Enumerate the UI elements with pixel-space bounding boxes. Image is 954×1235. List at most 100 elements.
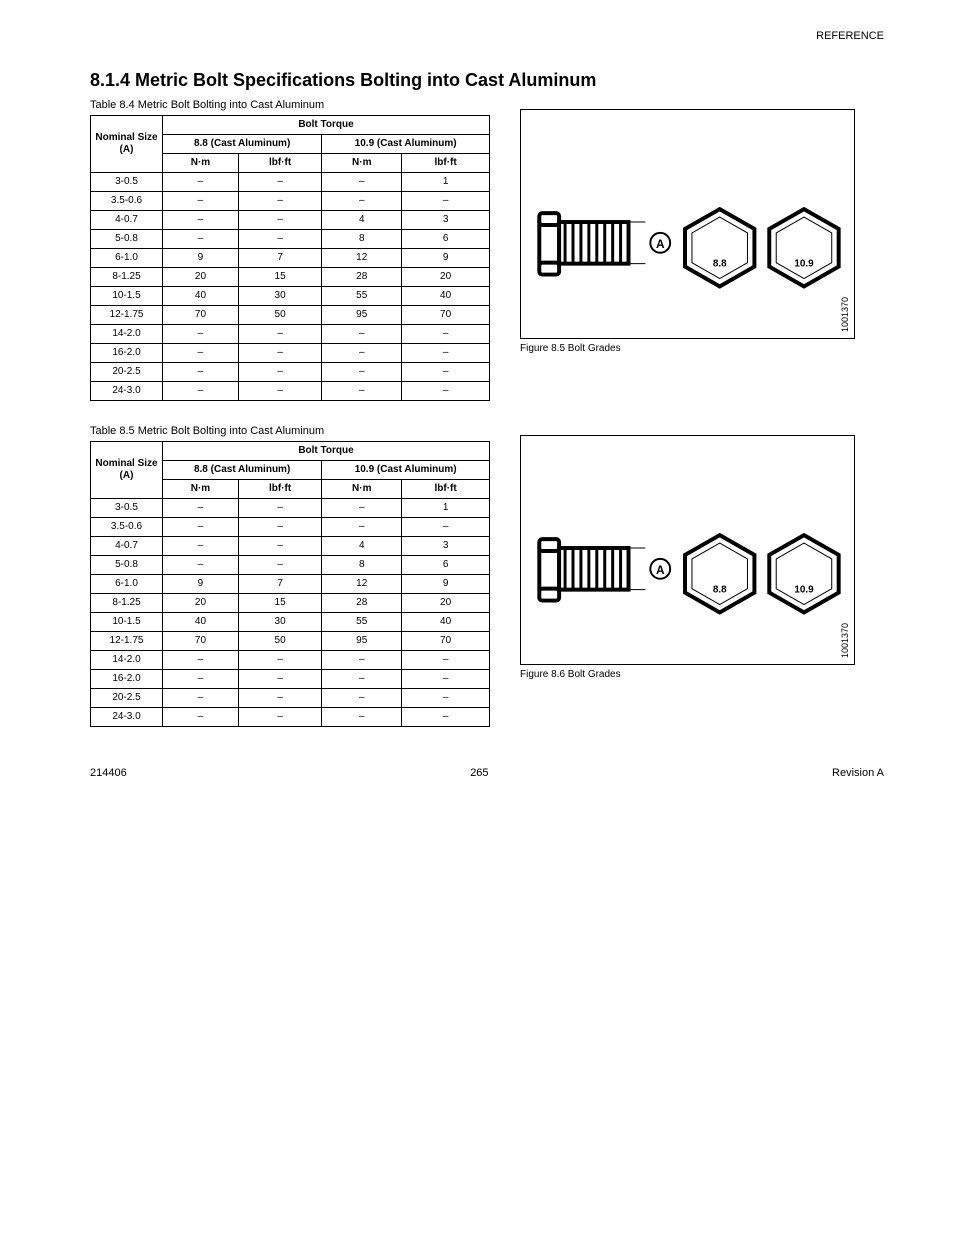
table-row: 24-3.0–––– <box>91 382 490 401</box>
table-row: 16-2.0–––– <box>91 670 490 689</box>
table-cell: – <box>238 192 321 211</box>
table-cell: 9 <box>402 249 490 268</box>
t2-h-lbf2: lbf·ft <box>402 480 490 499</box>
t2-h-nm1: N·m <box>163 480 239 499</box>
figure-label-109: 10.9 <box>794 585 814 596</box>
table-row: 24-3.0–––– <box>91 708 490 727</box>
table-cell: 14-2.0 <box>91 651 163 670</box>
table-cell: 3-0.5 <box>91 499 163 518</box>
t2-h-nominal: Nominal Size (A) <box>91 442 163 499</box>
table-cell: – <box>163 211 239 230</box>
table-cell: 20-2.5 <box>91 363 163 382</box>
table-cell: 40 <box>402 287 490 306</box>
table-cell: – <box>163 689 239 708</box>
table-cell: – <box>238 518 321 537</box>
t2-h-lbf1: lbf·ft <box>238 480 321 499</box>
table-row: 4-0.7––43 <box>91 211 490 230</box>
table-cell: 5-0.8 <box>91 230 163 249</box>
table-cell: – <box>163 556 239 575</box>
table-row: 14-2.0–––– <box>91 651 490 670</box>
t1-h-lbf1: lbf·ft <box>238 154 321 173</box>
table-cell: – <box>163 670 239 689</box>
table-cell: 9 <box>402 575 490 594</box>
t1-h-lbf2: lbf·ft <box>402 154 490 173</box>
table-cell: – <box>163 344 239 363</box>
table-cell: – <box>322 382 402 401</box>
table-cell: – <box>322 173 402 192</box>
table-row: 3.5-0.6–––– <box>91 518 490 537</box>
table-cell: – <box>163 192 239 211</box>
table-cell: 24-3.0 <box>91 708 163 727</box>
table-cell: 95 <box>322 632 402 651</box>
table-cell: – <box>163 230 239 249</box>
table-cell: 4 <box>322 211 402 230</box>
table-cell: – <box>402 670 490 689</box>
t1-h-group: Bolt Torque <box>163 116 490 135</box>
table-cell: 55 <box>322 613 402 632</box>
table-cell: – <box>238 363 321 382</box>
table-cell: – <box>163 173 239 192</box>
table-cell: – <box>402 325 490 344</box>
table-cell: 70 <box>163 306 239 325</box>
table-cell: – <box>163 518 239 537</box>
table-cell: – <box>322 192 402 211</box>
table2-title: Table 8.5 Metric Bolt Bolting into Cast … <box>90 425 490 437</box>
figure-label-A: A <box>656 563 665 577</box>
figure1-caption: Figure 8.5 Bolt Grades <box>520 343 860 354</box>
table-cell: – <box>402 518 490 537</box>
table-cell: – <box>322 499 402 518</box>
table-cell: 12-1.75 <box>91 306 163 325</box>
t1-h-nm2: N·m <box>322 154 402 173</box>
table-cell: – <box>163 708 239 727</box>
figure-label-88: 8.8 <box>713 585 727 596</box>
table-cell: 4-0.7 <box>91 211 163 230</box>
table-cell: 7 <box>238 575 321 594</box>
table-row: 12-1.7570509570 <box>91 632 490 651</box>
table-cell: – <box>402 689 490 708</box>
figure2-box: A 8.8 10.9 1001370 <box>520 435 855 665</box>
table-cell: 1 <box>402 499 490 518</box>
table-cell: 28 <box>322 594 402 613</box>
table-cell: 20 <box>163 594 239 613</box>
table-cell: 30 <box>238 613 321 632</box>
table-cell: 8 <box>322 556 402 575</box>
table-cell: – <box>322 708 402 727</box>
t1-h-nominal: Nominal Size (A) <box>91 116 163 173</box>
table1: Nominal Size (A) Bolt Torque 8.8 (Cast A… <box>90 115 490 401</box>
table-cell: 40 <box>402 613 490 632</box>
table-cell: 20 <box>402 594 490 613</box>
figure1-ref: 1001370 <box>840 297 850 332</box>
table-cell: 12-1.75 <box>91 632 163 651</box>
table-cell: 20 <box>402 268 490 287</box>
table-cell: – <box>238 382 321 401</box>
table-cell: – <box>322 518 402 537</box>
footer-center: 265 <box>470 767 488 779</box>
table-cell: 6-1.0 <box>91 575 163 594</box>
table-cell: – <box>322 689 402 708</box>
table-cell: 1 <box>402 173 490 192</box>
table-cell: – <box>402 708 490 727</box>
table-cell: 40 <box>163 613 239 632</box>
table-cell: 16-2.0 <box>91 670 163 689</box>
table-row: 3-0.5–––1 <box>91 173 490 192</box>
table-row: 20-2.5–––– <box>91 689 490 708</box>
table-cell: 9 <box>163 249 239 268</box>
table-cell: 7 <box>238 249 321 268</box>
footer-left: 214406 <box>90 767 127 779</box>
t2-h-group: Bolt Torque <box>163 442 490 461</box>
table-cell: – <box>163 651 239 670</box>
table-cell: – <box>238 230 321 249</box>
table-cell: 12 <box>322 249 402 268</box>
table-cell: 95 <box>322 306 402 325</box>
table-cell: 15 <box>238 594 321 613</box>
table-row: 6-1.097129 <box>91 249 490 268</box>
table-cell: 8-1.25 <box>91 268 163 287</box>
table-cell: 3.5-0.6 <box>91 192 163 211</box>
table-row: 12-1.7570509570 <box>91 306 490 325</box>
table-cell: 50 <box>238 306 321 325</box>
header-right: REFERENCE <box>816 30 884 42</box>
table-cell: 3 <box>402 537 490 556</box>
table-cell: 12 <box>322 575 402 594</box>
table-cell: 6 <box>402 230 490 249</box>
table-cell: 50 <box>238 632 321 651</box>
